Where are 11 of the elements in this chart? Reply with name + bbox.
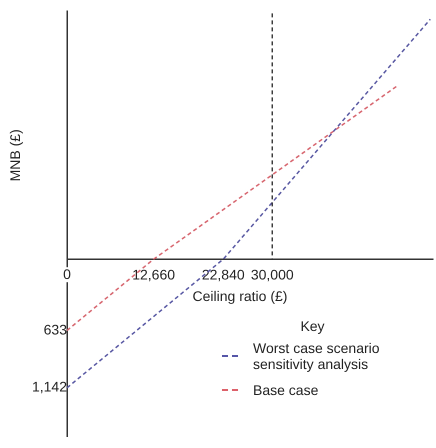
legend-label: Base case xyxy=(253,382,318,398)
y-axis-title: MNB (£) xyxy=(7,129,23,182)
y-tick-label: 633 xyxy=(44,321,68,338)
x-tick-label: 0 xyxy=(63,266,72,282)
y-tick-label: 1,142 xyxy=(32,378,68,395)
legend-title: Key xyxy=(299,318,326,334)
x-tick-label: 30,000 xyxy=(250,266,294,282)
legend-label: Worst case scenario sensitivity analysis xyxy=(253,340,381,372)
x-tick-label: 22,840 xyxy=(202,266,245,282)
x-axis-title: Ceiling ratio (£) xyxy=(192,288,288,304)
x-tick-label: 12,660 xyxy=(132,266,176,282)
